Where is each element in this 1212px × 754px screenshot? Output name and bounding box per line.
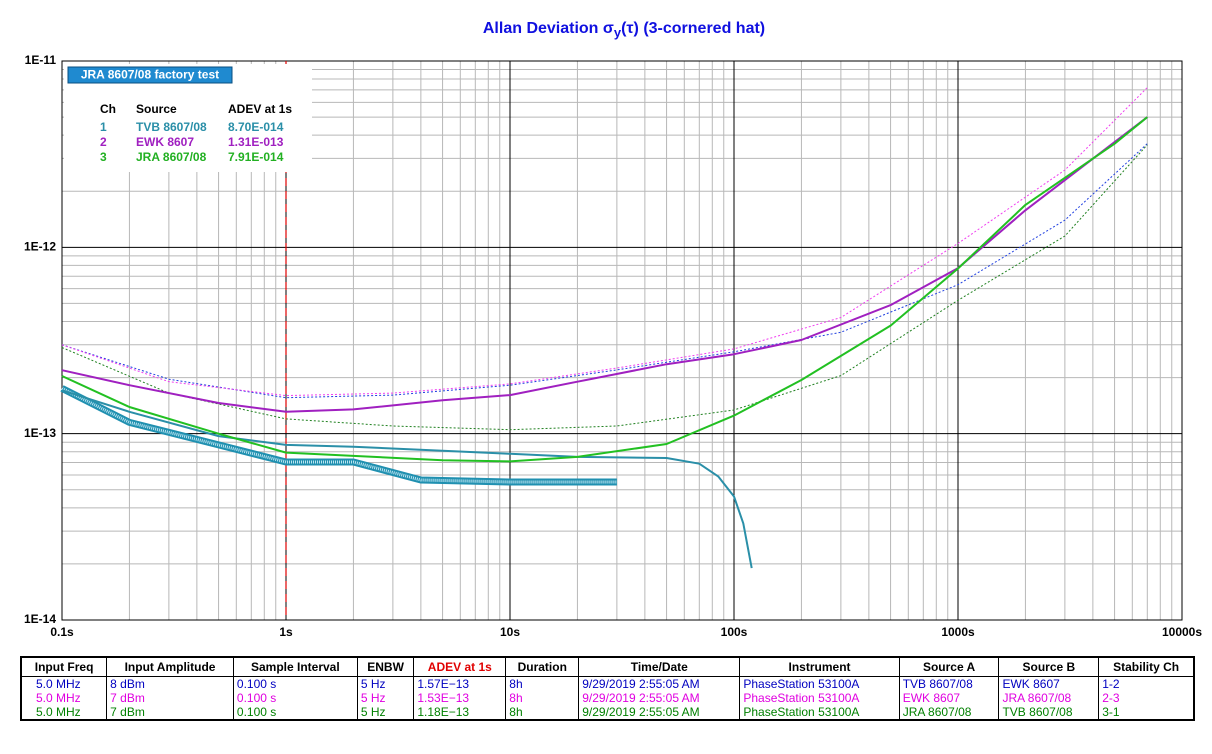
x-tick-label: 0.1s [50,625,74,639]
table-cell: PhaseStation 53100A [739,691,900,705]
table-cell: EWK 8607 [898,691,999,705]
table-cell: 5 Hz [356,691,414,705]
title-main: Allan Deviation σ [483,20,614,37]
table-cell: JRA 8607/08 [998,691,1099,705]
table-cell: EWK 8607 [998,676,1099,691]
table-header: Duration [505,656,580,677]
table-cell: 9/29/2019 2:55:05 AM [578,676,740,691]
table-cell: JRA 8607/08 [898,705,999,720]
y-tick-label: 1E-14 [24,612,56,626]
table-cell: 3-1 [1098,705,1194,720]
legend-entry: TVB 8607/08 [136,120,207,134]
y-tick-label: 1E-12 [24,240,56,254]
table-cell: 7 dBm [106,705,234,720]
legend-header: ADEV at 1s [228,102,292,116]
legend-entry: 7.91E-014 [228,150,284,164]
info-table: Input Freq Input Amplitude Sample Interval… [20,656,1195,721]
table-cell: 8 dBm [106,676,234,691]
table-cell: TVB 8607/08 [998,705,1099,720]
legend-header: Ch [100,102,116,116]
x-tick-label: 10000s [1162,625,1202,639]
y-tick-label: 1E-13 [24,426,56,440]
table-cell: 1-2 [1098,676,1194,691]
table-header: Input Freq [20,656,108,677]
table-cell: 5.0 MHz [20,691,107,705]
legend-title-box [67,66,233,84]
table-cell: 2-3 [1098,691,1194,705]
x-tick-label: 10s [500,625,520,639]
legend-entry: JRA 8607/08 [136,150,207,164]
legend-entry: 2 [100,135,107,149]
chart: Allan Deviation σy(τ) (3-cornered hat) 0… [24,20,1202,639]
table-header: Sample Interval [232,656,358,677]
x-tick-label: 1000s [941,625,975,639]
table-cell: 1.57E−13 [413,676,506,691]
y-tick-label: 1E-11 [25,53,57,67]
table-cell: 8h [505,676,579,691]
x-tick-label: 100s [721,625,748,639]
table-cell: 1.53E−13 [413,691,506,705]
table-cell: 5.0 MHz [20,676,107,691]
table-cell: TVB 8607/08 [898,676,999,691]
x-tick-label: 1s [279,625,293,639]
title-rest: (τ) (3-cornered hat) [621,20,765,37]
series-line [61,116,1148,463]
table-cell: 0.100 s [232,676,358,691]
table-header-row: Input Freq Input Amplitude Sample Interval… [20,656,1195,677]
legend-header: Source [136,102,177,116]
table-cell: 1.18E−13 [413,705,506,720]
legend-entry: EWK 8607 [136,135,194,149]
table-cell: 5.0 MHz [20,705,107,720]
table-cell: 0.100 s [232,691,358,705]
legend-title: JRA 8607/08 factory test [81,68,219,82]
table-cell: 5 Hz [356,705,414,720]
table-cell: PhaseStation 53100A [739,705,900,720]
series-line [61,144,1148,431]
table-cell: 7 dBm [106,691,234,705]
band-hatch [61,387,617,484]
table-cell: PhaseStation 53100A [739,676,900,691]
table-header: ADEV at 1s [413,656,507,677]
legend-entry: 1.31E-013 [228,135,284,149]
plot-border [61,60,1183,621]
table-cell: 8h [505,705,579,720]
table-cell: 9/29/2019 2:55:05 AM [578,705,740,720]
series-line [61,116,1148,413]
table-header: Input Amplitude [106,656,234,677]
chart-title: Allan Deviation σy(τ) (3-cornered hat) [483,20,765,40]
table-header: Instrument [739,656,900,677]
table-cell: 0.100 s [232,705,358,720]
table-header: Time/Date [578,656,741,677]
table-header: ENBW [356,656,415,677]
legend-entry: 3 [100,150,107,164]
table-header: Source B [998,656,1100,677]
legend-entry: 1 [100,120,107,134]
title-sub: y [614,25,622,40]
legend-entry: 8.70E-014 [228,120,284,134]
table-cell: 5 Hz [356,676,414,691]
table-cell: 8h [505,691,579,705]
table-header: Stability Ch [1098,656,1195,677]
table-header: Source A [898,656,1000,677]
table-cell: 9/29/2019 2:55:05 AM [578,691,740,705]
